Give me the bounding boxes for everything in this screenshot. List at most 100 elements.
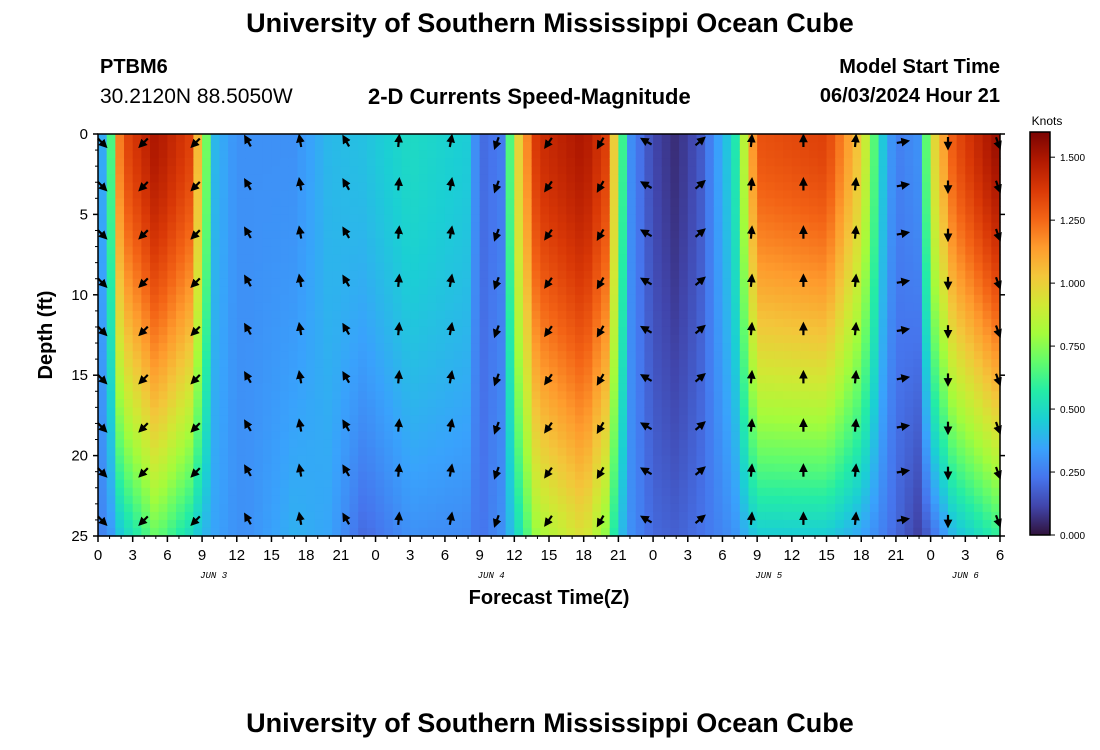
heatmap-cell	[245, 495, 255, 505]
heatmap-cell	[245, 262, 255, 272]
heatmap-cell	[835, 423, 845, 433]
heatmap-cell	[280, 423, 290, 433]
heatmap-cell	[757, 270, 767, 280]
heatmap-cell	[913, 174, 923, 183]
heatmap-cell	[601, 359, 611, 368]
heatmap-cell	[401, 343, 411, 352]
heatmap-cell	[262, 278, 273, 288]
heatmap-cell	[618, 326, 628, 336]
heatmap-cell	[939, 174, 949, 183]
heatmap-cell	[913, 391, 923, 400]
heatmap-cell	[609, 134, 619, 143]
heatmap-cell	[679, 375, 689, 384]
heatmap-cell	[219, 447, 229, 457]
heatmap-cell	[774, 335, 784, 344]
heatmap-cell	[679, 503, 689, 513]
heatmap-cell	[98, 238, 108, 248]
heatmap-cell	[575, 302, 585, 312]
heatmap-cell	[783, 182, 793, 191]
heatmap-cell	[115, 455, 125, 465]
heatmap-cell	[245, 431, 255, 441]
heatmap-cell	[219, 439, 229, 449]
heatmap-cell	[566, 238, 576, 248]
heatmap-cell	[887, 134, 897, 143]
heatmap-cell	[271, 351, 281, 360]
heatmap-cell	[193, 198, 203, 207]
heatmap-cell	[765, 351, 776, 360]
heatmap-cell	[765, 503, 776, 513]
heatmap-cell	[401, 375, 411, 384]
heatmap-cell	[193, 335, 203, 344]
heatmap-cell	[566, 375, 576, 384]
heatmap-cell	[297, 375, 307, 384]
heatmap-cell	[418, 302, 429, 312]
heatmap-cell	[332, 399, 342, 408]
heatmap-cell	[349, 359, 359, 368]
heatmap-cell	[826, 383, 836, 392]
heatmap-cell	[106, 262, 116, 272]
heatmap-cell	[176, 262, 186, 272]
heatmap-cell	[765, 407, 776, 416]
heatmap-cell	[98, 503, 108, 513]
heatmap-cell	[687, 343, 698, 352]
heatmap-cell	[132, 399, 142, 408]
heatmap-cell	[115, 310, 125, 320]
heatmap-cell	[575, 182, 585, 191]
heatmap-cell	[358, 150, 368, 159]
heatmap-cell	[340, 439, 351, 449]
heatmap-cell	[106, 222, 116, 232]
heatmap-cell	[713, 407, 724, 416]
heatmap-cell	[306, 262, 316, 272]
heatmap-cell	[158, 198, 168, 207]
heatmap-cell	[453, 415, 463, 425]
heatmap-cell	[722, 214, 732, 224]
heatmap-cell	[661, 447, 672, 457]
heatmap-cell	[878, 230, 888, 240]
heatmap-cell	[783, 511, 793, 521]
heatmap-cell	[418, 495, 429, 505]
heatmap-cell	[488, 318, 498, 328]
heatmap-cell	[757, 447, 767, 457]
heatmap-cell	[366, 527, 377, 537]
heatmap-cell	[124, 142, 134, 151]
heatmap-cell	[618, 150, 628, 159]
heatmap-cell	[444, 479, 455, 489]
heatmap-cell	[236, 335, 247, 344]
heatmap-cell	[392, 174, 403, 183]
heatmap-cell	[826, 479, 836, 489]
heatmap-cell	[575, 270, 585, 280]
heatmap-cell	[921, 383, 932, 392]
heatmap-cell	[566, 318, 576, 328]
heatmap-cell	[262, 343, 273, 352]
heatmap-cell	[540, 190, 550, 199]
heatmap-cell	[791, 511, 802, 521]
heatmap-cell	[193, 246, 203, 256]
heatmap-cell	[436, 310, 446, 320]
heatmap-cell	[653, 190, 663, 199]
heatmap-cell	[661, 399, 672, 408]
heatmap-cell	[323, 214, 333, 224]
heatmap-cell	[496, 503, 507, 513]
heatmap-cell	[98, 479, 108, 489]
heatmap-cell	[280, 294, 290, 304]
heatmap-cell	[895, 511, 906, 521]
heatmap-cell	[748, 190, 758, 199]
heatmap-cell	[540, 351, 550, 360]
heatmap-cell	[427, 511, 437, 521]
heatmap-cell	[184, 455, 194, 465]
heatmap-cell	[835, 294, 845, 304]
heatmap-cell	[488, 431, 498, 441]
heatmap-cell	[167, 302, 177, 312]
heatmap-cell	[297, 423, 307, 433]
heatmap-cell	[878, 310, 888, 320]
heatmap-cell	[722, 503, 732, 513]
heatmap-cell	[453, 463, 463, 473]
heatmap-cell	[124, 310, 134, 320]
heatmap-cell	[913, 511, 923, 521]
heatmap-cell	[496, 495, 507, 505]
heatmap-cell	[679, 487, 689, 497]
heatmap-cell	[895, 407, 906, 416]
heatmap-cell	[115, 190, 125, 199]
heatmap-cell	[739, 415, 750, 425]
heatmap-cell	[687, 503, 698, 513]
